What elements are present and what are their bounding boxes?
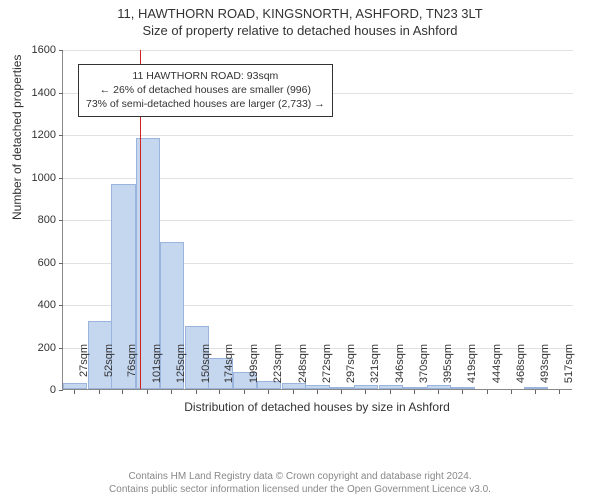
xtick-label: 370sqm — [418, 344, 430, 394]
xtick-mark — [99, 390, 100, 394]
footer-line-1: Contains HM Land Registry data © Crown c… — [0, 470, 600, 483]
xtick-label: 419sqm — [466, 344, 478, 394]
xtick-mark — [122, 390, 123, 394]
ytick-label: 800 — [16, 214, 56, 226]
xtick-label: 493sqm — [539, 344, 551, 394]
ytick-label: 1600 — [16, 44, 56, 56]
xtick-label: 321sqm — [369, 344, 381, 394]
title-line-2: Size of property relative to detached ho… — [0, 23, 600, 38]
xtick-mark — [147, 390, 148, 394]
xtick-label: 248sqm — [297, 344, 309, 394]
xtick-mark — [341, 390, 342, 394]
xtick-mark — [390, 390, 391, 394]
xtick-label: 297sqm — [345, 344, 357, 394]
xtick-mark — [487, 390, 488, 394]
chart-container: 11, HAWTHORN ROAD, KINGSNORTH, ASHFORD, … — [0, 0, 600, 500]
xtick-label: 223sqm — [272, 344, 284, 394]
annotation-line-2: ← 26% of detached houses are smaller (99… — [86, 83, 325, 97]
xtick-label: 468sqm — [515, 344, 527, 394]
xtick-label: 101sqm — [151, 344, 163, 394]
ytick-mark — [59, 93, 63, 94]
xtick-mark — [74, 390, 75, 394]
xtick-mark — [219, 390, 220, 394]
chart-area: 11 HAWTHORN ROAD: 93sqm ← 26% of detache… — [62, 50, 572, 390]
ytick-mark — [59, 50, 63, 51]
xtick-mark — [317, 390, 318, 394]
xtick-label: 517sqm — [563, 344, 575, 394]
xtick-mark — [268, 390, 269, 394]
x-axis-caption: Distribution of detached houses by size … — [62, 400, 572, 414]
xtick-label: 76sqm — [126, 344, 138, 394]
xtick-label: 174sqm — [223, 344, 235, 394]
title-line-1: 11, HAWTHORN ROAD, KINGSNORTH, ASHFORD, … — [0, 6, 600, 21]
ytick-mark — [59, 178, 63, 179]
xtick-mark — [365, 390, 366, 394]
ytick-label: 400 — [16, 299, 56, 311]
xtick-mark — [196, 390, 197, 394]
ytick-mark — [59, 263, 63, 264]
ytick-label: 1200 — [16, 129, 56, 141]
annotation-line-1: 11 HAWTHORN ROAD: 93sqm — [86, 69, 325, 83]
xtick-label: 125sqm — [175, 344, 187, 394]
xtick-mark — [244, 390, 245, 394]
footer-attribution: Contains HM Land Registry data © Crown c… — [0, 470, 600, 496]
annotation-line-3: 73% of semi-detached houses are larger (… — [86, 97, 325, 111]
xtick-mark — [462, 390, 463, 394]
ytick-mark — [59, 390, 63, 391]
xtick-mark — [535, 390, 536, 394]
title-block: 11, HAWTHORN ROAD, KINGSNORTH, ASHFORD, … — [0, 0, 600, 38]
ytick-label: 1000 — [16, 172, 56, 184]
xtick-label: 444sqm — [491, 344, 503, 394]
ytick-mark — [59, 348, 63, 349]
ytick-mark — [59, 135, 63, 136]
xtick-label: 395sqm — [442, 344, 454, 394]
xtick-label: 199sqm — [248, 344, 260, 394]
xtick-mark — [511, 390, 512, 394]
xtick-mark — [414, 390, 415, 394]
annotation-box: 11 HAWTHORN ROAD: 93sqm ← 26% of detache… — [78, 64, 333, 117]
xtick-label: 272sqm — [321, 344, 333, 394]
xtick-mark — [171, 390, 172, 394]
footer-line-2: Contains public sector information licen… — [0, 483, 600, 496]
xtick-mark — [559, 390, 560, 394]
ytick-label: 600 — [16, 257, 56, 269]
xtick-label: 150sqm — [200, 344, 212, 394]
xtick-label: 27sqm — [78, 344, 90, 394]
xtick-mark — [293, 390, 294, 394]
xtick-label: 52sqm — [103, 344, 115, 394]
ytick-mark — [59, 305, 63, 306]
xtick-mark — [438, 390, 439, 394]
ytick-label: 0 — [16, 384, 56, 396]
ytick-mark — [59, 220, 63, 221]
ytick-label: 1400 — [16, 87, 56, 99]
xtick-label: 346sqm — [394, 344, 406, 394]
ytick-label: 200 — [16, 342, 56, 354]
